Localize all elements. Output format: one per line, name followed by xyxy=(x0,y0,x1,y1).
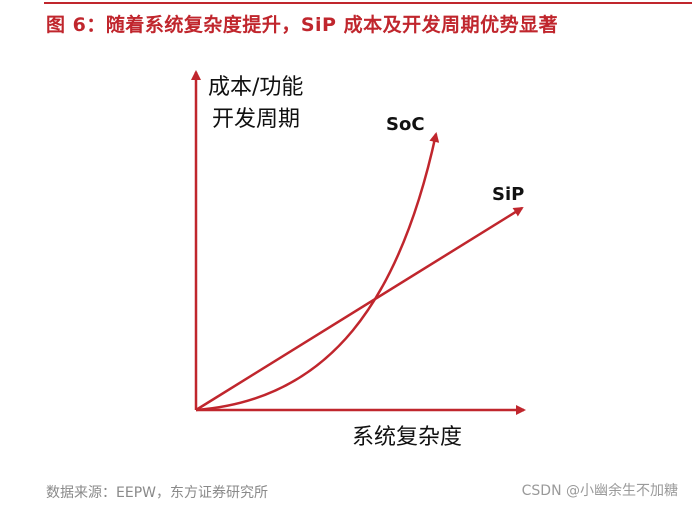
y-axis-label-line1: 成本/功能 xyxy=(208,75,303,100)
watermark: CSDN @小幽余生不加糖 xyxy=(521,483,678,499)
y-axis-label-line2: 开发周期 xyxy=(212,107,300,132)
sip-label: SiP xyxy=(492,184,524,205)
top-rule xyxy=(44,2,692,4)
figure-title: 图 6：随着系统复杂度提升，SiP 成本及开发周期优势显著 xyxy=(46,14,559,36)
sip-curve xyxy=(195,206,524,412)
x-axis-label: 系统复杂度 xyxy=(352,425,462,450)
soc-curve xyxy=(195,132,440,412)
source-note: 数据来源：EEPW，东方证券研究所 xyxy=(46,485,268,501)
soc-label: SoC xyxy=(386,114,425,135)
